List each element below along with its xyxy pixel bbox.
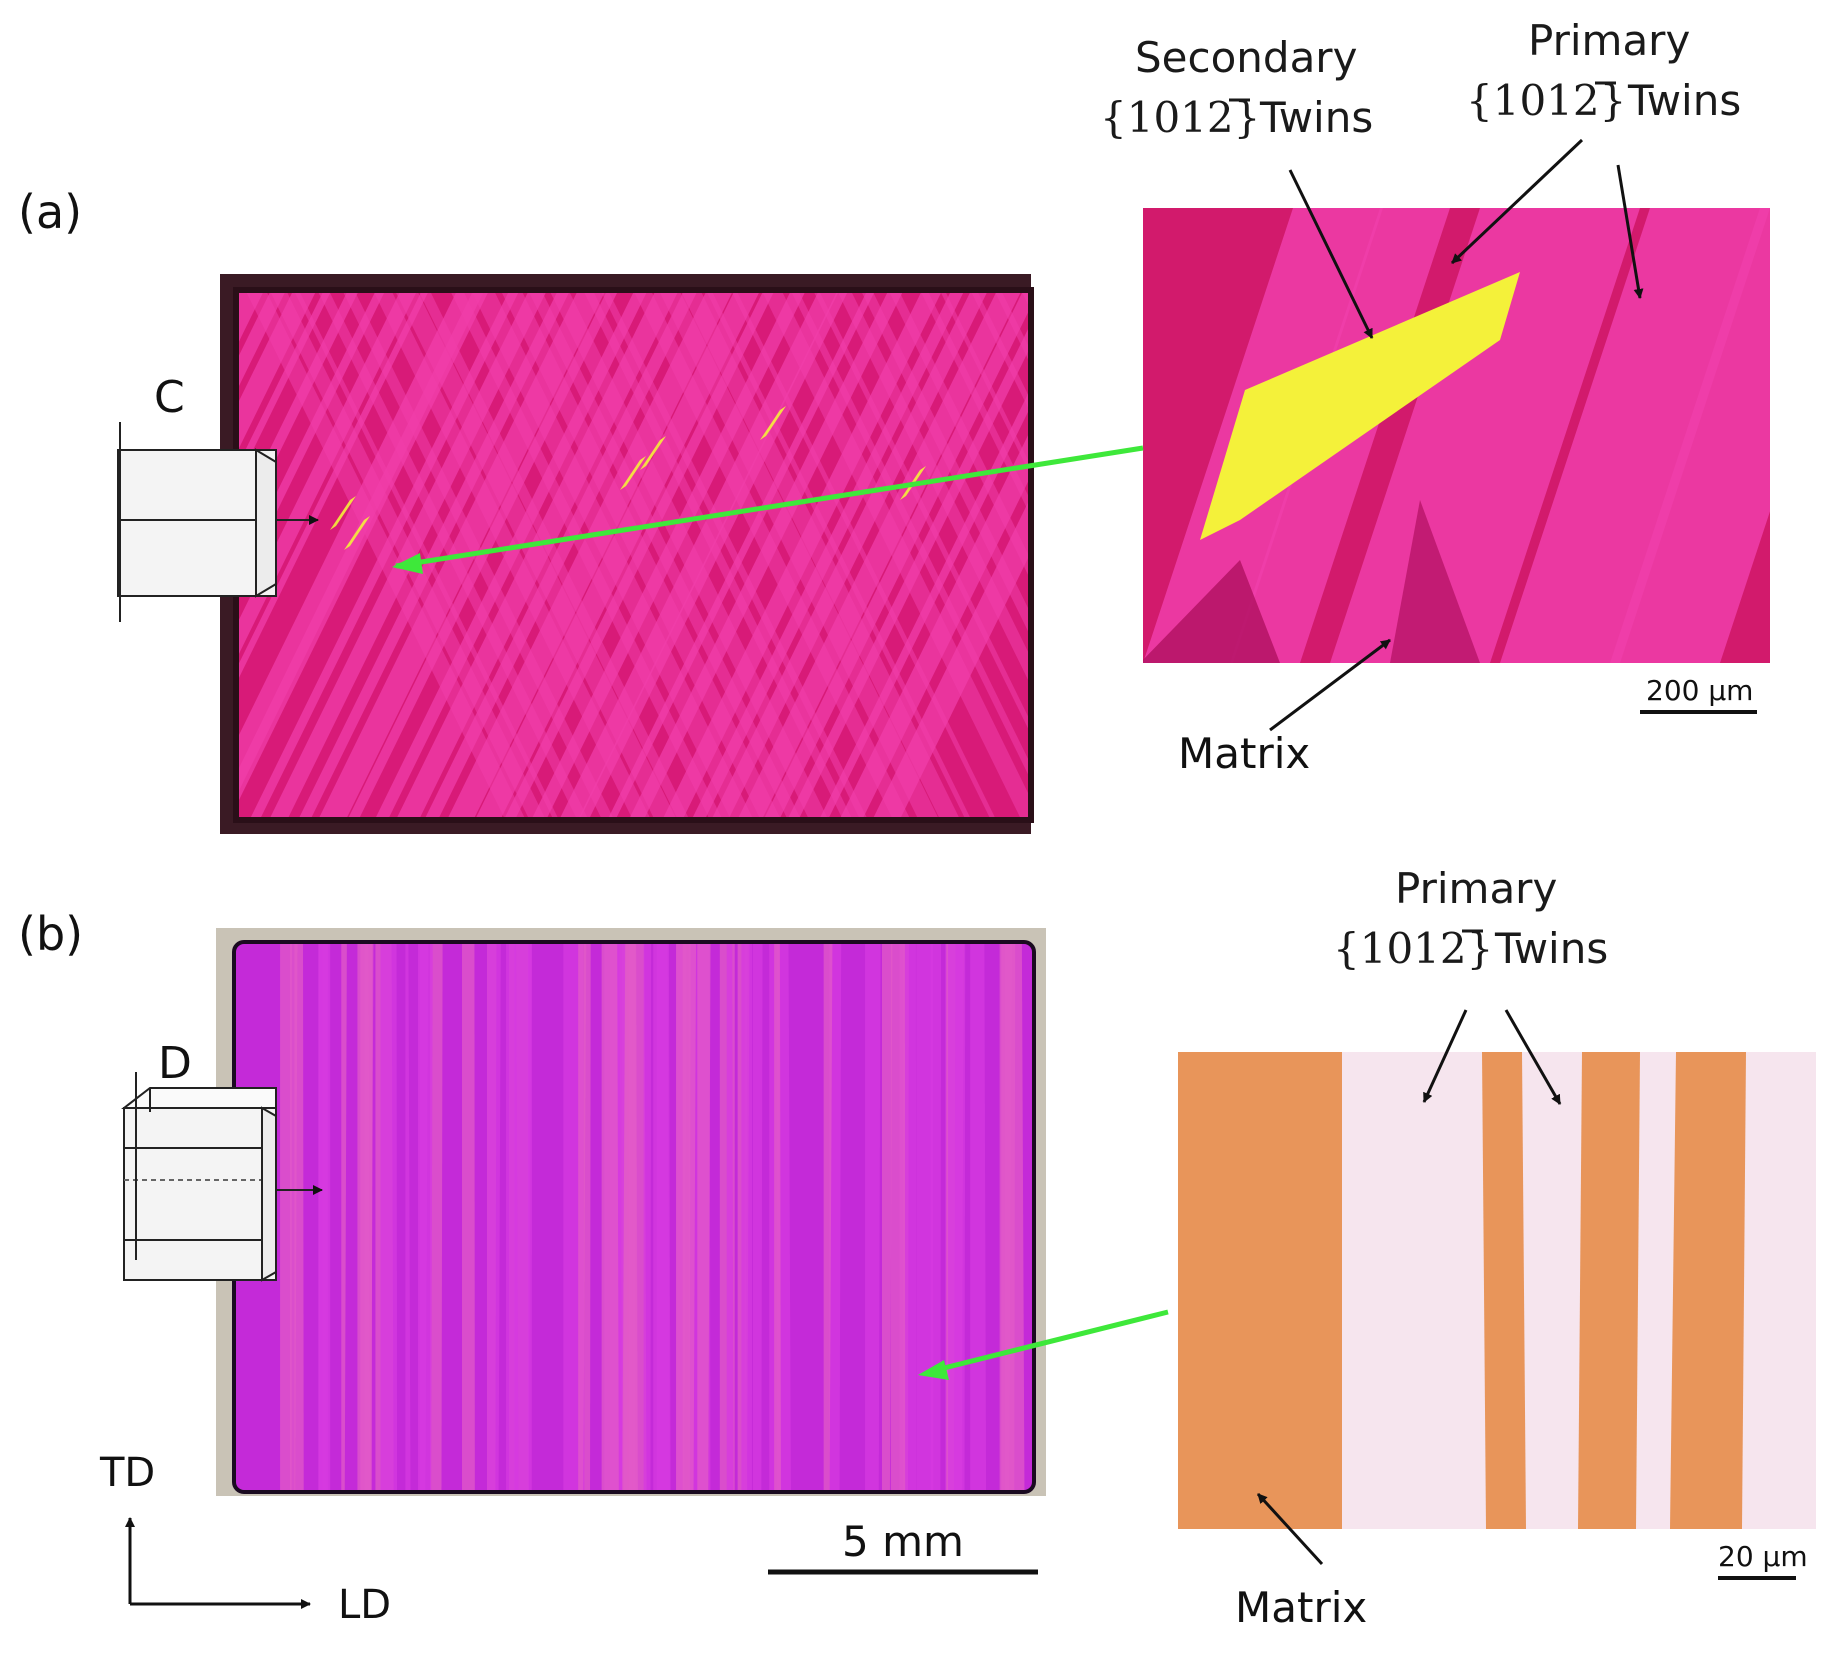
svg-text:20 µm: 20 µm	[1718, 1540, 1808, 1573]
scale-bar-5mm: 5 mm	[768, 1517, 1038, 1575]
crystal-orientation-c-icon	[117, 422, 319, 622]
zoom-arrow-a	[395, 445, 1144, 569]
panel-b-micro-image	[1178, 1052, 1816, 1529]
scale-bar-20um: 20 µm	[1718, 1540, 1808, 1580]
panel-a-micro-image	[1143, 208, 1770, 663]
callout-primary-twins-a: Primary {1012} Twins	[1466, 16, 1741, 125]
svg-text:Twins: Twins	[1494, 924, 1608, 973]
svg-text:Secondary: Secondary	[1135, 33, 1357, 82]
zoom-arrow-b-head	[918, 1360, 949, 1380]
svg-text:Twins: Twins	[1627, 76, 1741, 125]
panel-b-macro-image	[216, 928, 1046, 1496]
axes-indicator	[125, 1517, 311, 1609]
svg-text:{1012}: {1012}	[1333, 924, 1493, 973]
zoom-arrow-a-head	[392, 553, 423, 574]
panel-a-twin-lamellae	[236, 290, 1031, 820]
crystal-d-label: D	[158, 1038, 192, 1089]
svg-text:Twins: Twins	[1259, 93, 1373, 142]
svg-text:200 µm: 200 µm	[1646, 674, 1753, 707]
axis-td-label: TD	[99, 1450, 155, 1496]
panel-a-macro-image	[220, 274, 1034, 834]
panel-b-label: (b)	[18, 907, 83, 961]
axis-ld-label: LD	[338, 1582, 391, 1628]
matrix-label-a: Matrix	[1178, 729, 1310, 778]
scale-bar-200um: 200 µm	[1640, 674, 1757, 714]
callout-primary-twins-b: Primary {1012} Twins	[1333, 864, 1608, 973]
zoom-arrow-b	[927, 1309, 1169, 1375]
svg-text:{1012}: {1012}	[1100, 93, 1260, 142]
svg-text:Primary: Primary	[1528, 16, 1690, 65]
svg-text:Primary: Primary	[1395, 864, 1557, 913]
svg-text:5 mm: 5 mm	[842, 1517, 964, 1566]
callout-secondary-twins: Secondary {1012} Twins	[1100, 33, 1373, 142]
panel-a-label: (a)	[18, 185, 82, 239]
crystal-c-label: C	[154, 372, 185, 423]
crystal-orientation-d-icon	[121, 1072, 323, 1282]
matrix-label-b: Matrix	[1235, 1583, 1367, 1632]
